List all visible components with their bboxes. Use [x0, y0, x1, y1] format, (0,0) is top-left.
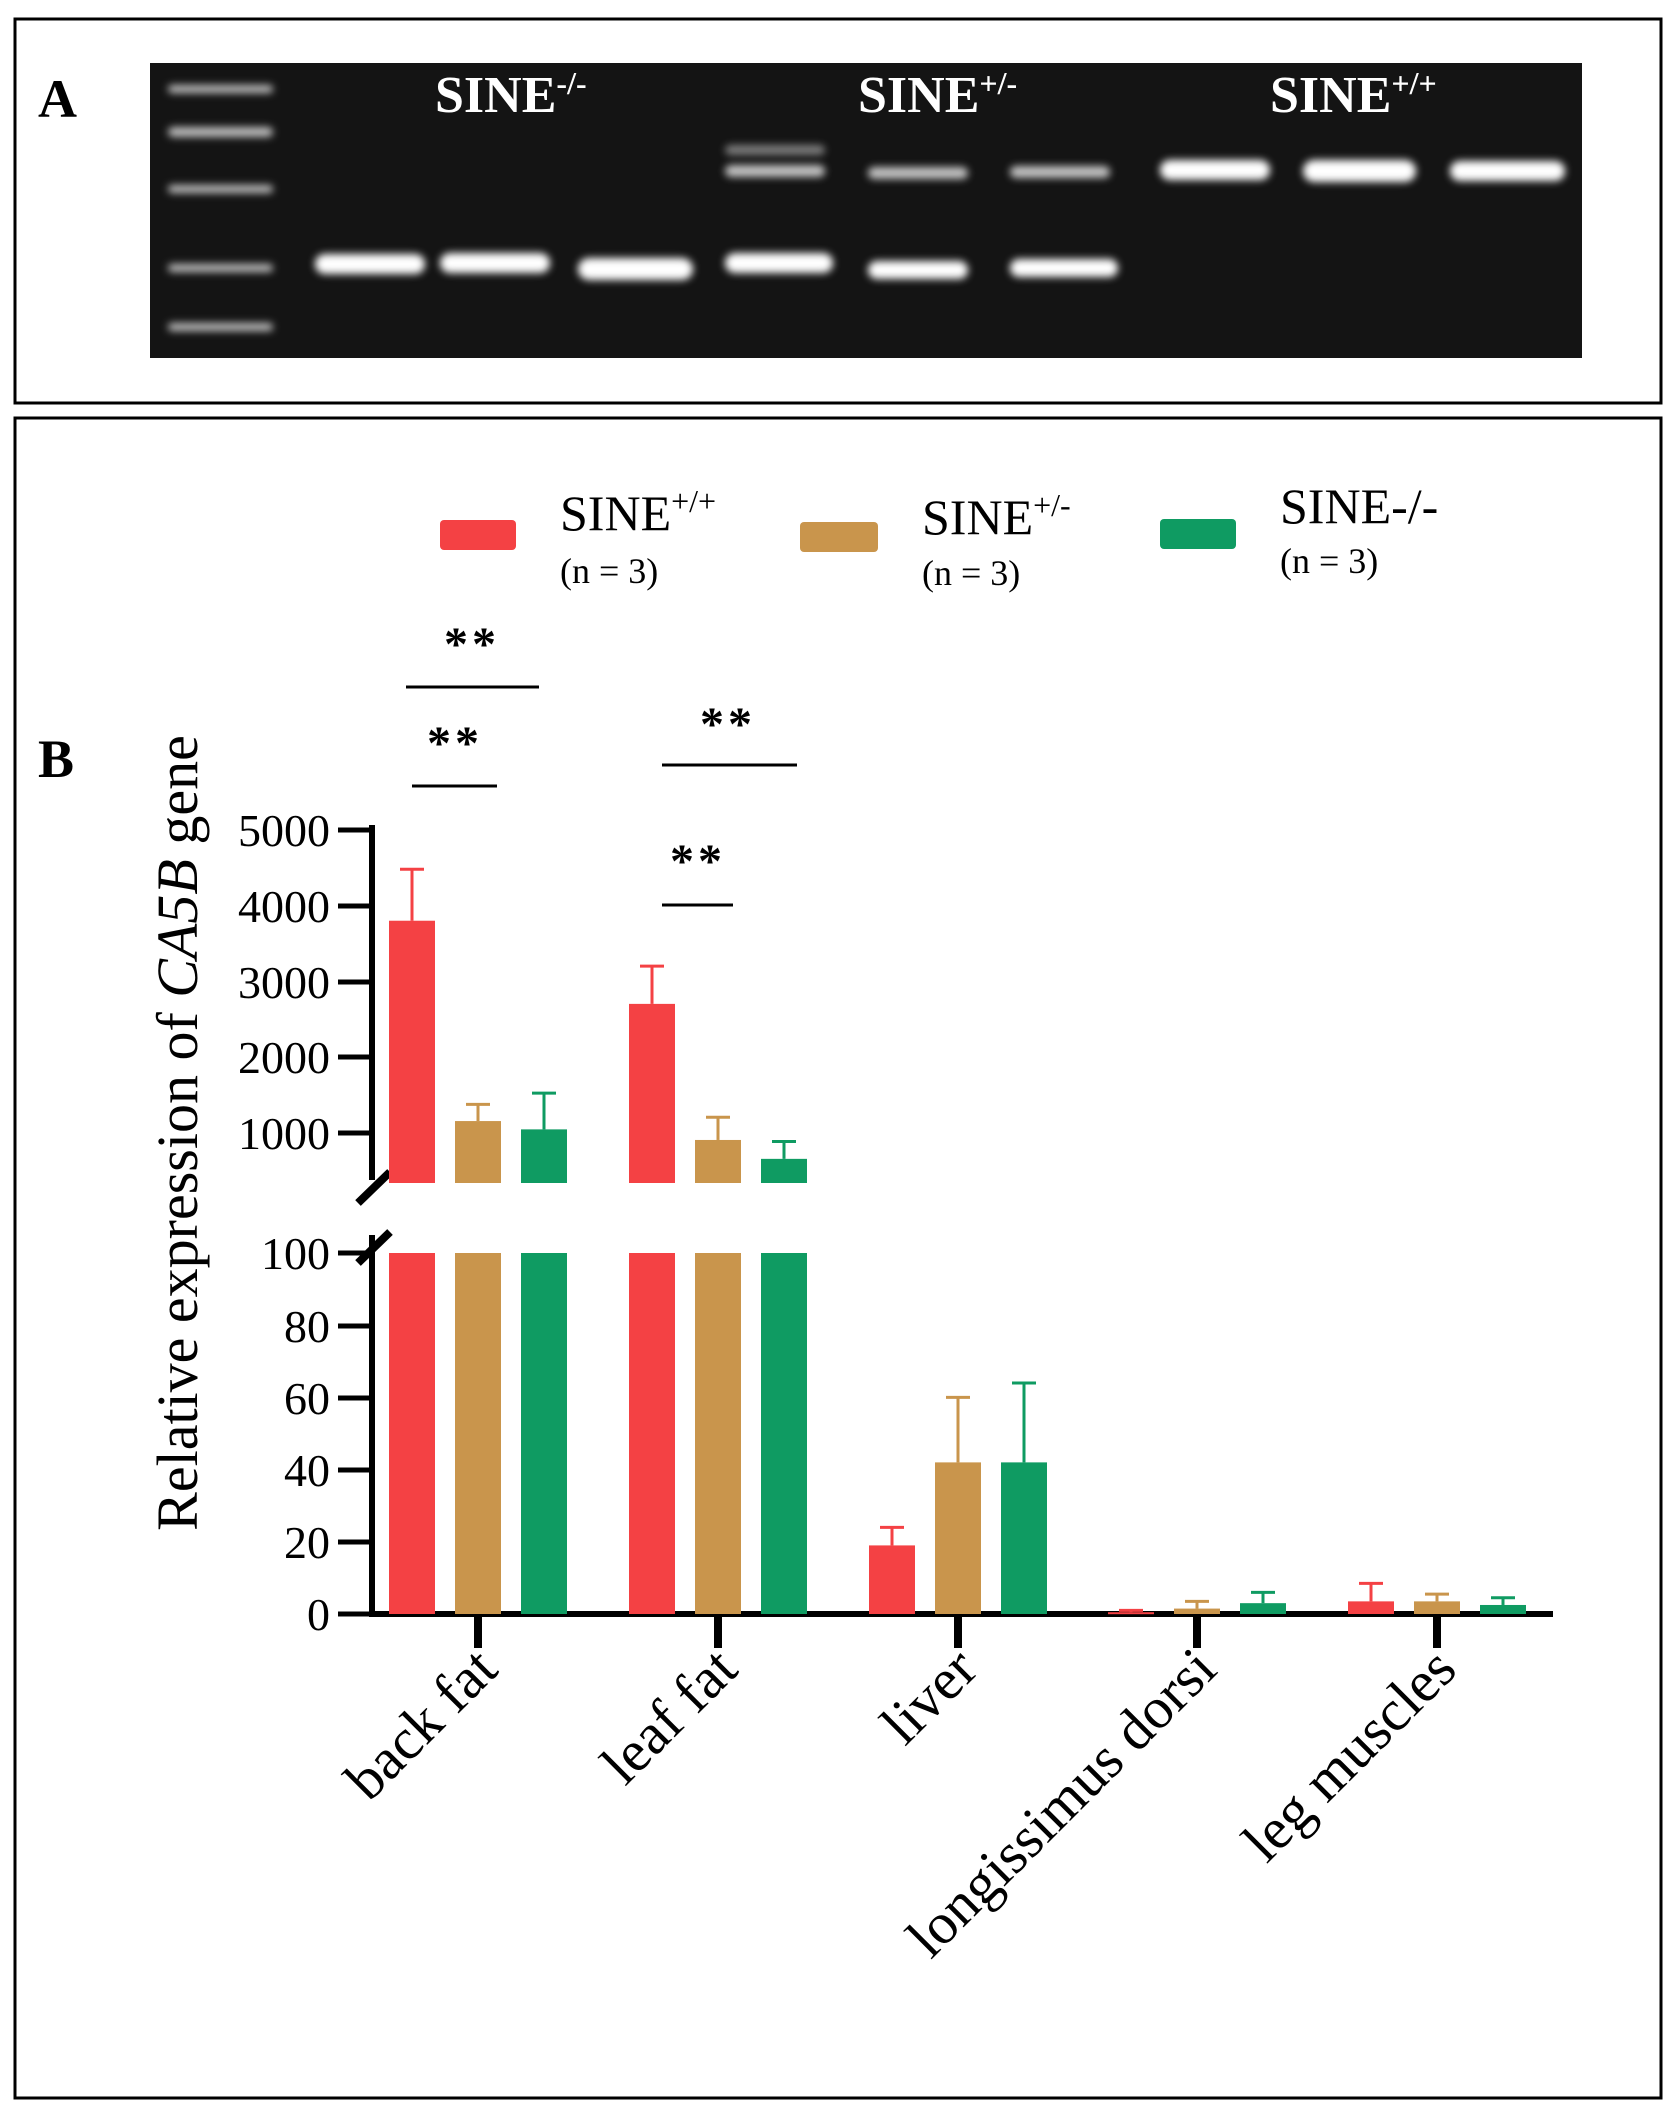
xlabel-back-fat: back fat — [332, 1635, 509, 1812]
errorbar-leaf-fat-sinepm — [706, 1115, 730, 1140]
ytick-label-3000: 3000 — [238, 957, 330, 1008]
bar-back-fat-sinepp-lower — [389, 1253, 435, 1614]
errorbar-back-fat-sinemm — [532, 1091, 556, 1130]
gel-bands — [315, 145, 1565, 280]
bar-back-fat-sinemm-upper — [521, 1129, 567, 1183]
bar-longissimus-dorsi-sinemm — [1240, 1603, 1286, 1614]
xlabel-leaf-fat: leaf fat — [588, 1635, 749, 1796]
ytick-label-4000: 4000 — [238, 881, 330, 932]
ytick-label-60: 60 — [284, 1373, 330, 1424]
significance-annotations: ** ** ** ** — [406, 618, 797, 907]
errorbar-leaf-fat-sinepp — [640, 964, 664, 1004]
legend-n: (n = 3) — [560, 551, 658, 591]
errorbar-liver-sinepm — [946, 1395, 970, 1463]
errorbar-back-fat-sinepp — [400, 867, 424, 921]
sig-label-leaf-fat-plusplus-vs-minusminus: ** — [700, 698, 756, 751]
ytick-label-5000: 5000 — [238, 805, 330, 856]
gel-image — [150, 63, 1582, 358]
sig-label-leaf-fat-plusplus-vs-plusminus: ** — [670, 835, 726, 888]
ytick-label-20: 20 — [284, 1517, 330, 1568]
gel-label-sine-minus-minus: SINE-/- — [435, 65, 587, 124]
panel-a-frame — [13, 17, 1663, 405]
y-axis-title: Relative expression of CA5B gene — [145, 735, 210, 1531]
panel-a-label: A — [38, 69, 77, 129]
legend-label: SINE-/- — [1280, 478, 1438, 534]
errorbar-leaf-fat-sinemm — [772, 1139, 796, 1159]
y-tick-labels: 1000 2000 3000 4000 5000 0 20 40 60 80 1… — [238, 805, 330, 1640]
legend-n: (n = 3) — [1280, 541, 1378, 581]
errorbar-liver-sinemm — [1012, 1381, 1036, 1463]
legend-label: SINE+/- — [922, 487, 1071, 545]
x-tick-labels: back fat leaf fat liver longissimus dors… — [332, 1635, 1468, 1969]
axis-break-marks — [355, 1169, 393, 1266]
ytick-label-0: 0 — [307, 1589, 330, 1640]
errorbar-leg-muscles-sinepp — [1359, 1581, 1383, 1602]
bars — [389, 920, 1526, 1615]
bar-leaf-fat-sinemm-lower — [761, 1253, 807, 1614]
legend-n: (n = 3) — [922, 553, 1020, 593]
bar-back-fat-sinepm-lower — [455, 1253, 501, 1614]
bar-longissimus-dorsi-sinepp — [1108, 1612, 1154, 1615]
sig-label-back-fat-plusplus-vs-plusminus: ** — [427, 717, 483, 770]
errorbar-leg-muscles-sinepm — [1425, 1592, 1449, 1602]
errorbar-liver-sinepp — [880, 1525, 904, 1546]
errorbar-longissimus-dorsi-sinepp — [1119, 1608, 1143, 1613]
bar-back-fat-sinepp-upper — [389, 920, 435, 1183]
bar-back-fat-sinemm-lower — [521, 1253, 567, 1614]
ytick-label-1000: 1000 — [238, 1108, 330, 1159]
panel-b-label: B — [38, 729, 74, 789]
bar-leg-muscles-sinemm — [1480, 1604, 1526, 1614]
legend: SINE+/+ (n = 3) SINE+/- (n = 3) SINE-/- … — [440, 478, 1438, 593]
bar-liver-sinemm — [1001, 1462, 1047, 1614]
bar-longissimus-dorsi-sinepm — [1174, 1608, 1220, 1614]
bar-leaf-fat-sinepp-lower — [629, 1253, 675, 1614]
errorbar-longissimus-dorsi-sinemm — [1251, 1590, 1275, 1604]
panel-b-frame — [13, 416, 1663, 2100]
error-bars — [400, 867, 1515, 1613]
errorbar-longissimus-dorsi-sinepm — [1185, 1599, 1209, 1609]
errorbar-back-fat-sinepm — [466, 1102, 490, 1122]
bar-liver-sinepm — [935, 1462, 981, 1614]
ytick-label-40: 40 — [284, 1445, 330, 1496]
bar-back-fat-sinepm-upper — [455, 1121, 501, 1183]
legend-item-sine-plus-plus: SINE+/+ (n = 3) — [440, 483, 716, 591]
ytick-label-100: 100 — [261, 1228, 330, 1279]
errorbar-leg-muscles-sinemm — [1491, 1596, 1515, 1605]
ytick-label-80: 80 — [284, 1301, 330, 1352]
legend-swatch — [800, 522, 878, 552]
bar-leaf-fat-sinemm-upper — [761, 1158, 807, 1183]
xlabel-liver: liver — [868, 1635, 989, 1756]
legend-swatch — [440, 520, 516, 550]
ytick-label-2000: 2000 — [238, 1032, 330, 1083]
y-ticks-lower — [338, 1250, 372, 1617]
x-ticks — [474, 1614, 1441, 1648]
legend-label: SINE+/+ — [560, 483, 716, 541]
gel-label-sine-plus-plus: SINE+/+ — [1270, 65, 1437, 124]
bar-leaf-fat-sinepp-upper — [629, 1003, 675, 1183]
gel-label-sine-plus-minus: SINE+/- — [858, 65, 1017, 124]
bar-leaf-fat-sinepm-lower — [695, 1253, 741, 1614]
legend-swatch — [1160, 519, 1236, 549]
gel-ladder — [168, 85, 273, 331]
bar-liver-sinepp — [869, 1545, 915, 1614]
bar-leg-muscles-sinepp — [1348, 1601, 1394, 1614]
sig-label-back-fat-plusplus-vs-minusminus: ** — [444, 618, 500, 671]
xlabel-leg-muscles: leg muscles — [1230, 1635, 1468, 1873]
bar-leg-muscles-sinepm — [1414, 1601, 1460, 1614]
legend-item-sine-minus-minus: SINE-/- (n = 3) — [1160, 478, 1438, 581]
legend-item-sine-plus-minus: SINE+/- (n = 3) — [800, 487, 1071, 593]
y-ticks-upper — [338, 827, 372, 1136]
bar-leaf-fat-sinepm-upper — [695, 1139, 741, 1183]
